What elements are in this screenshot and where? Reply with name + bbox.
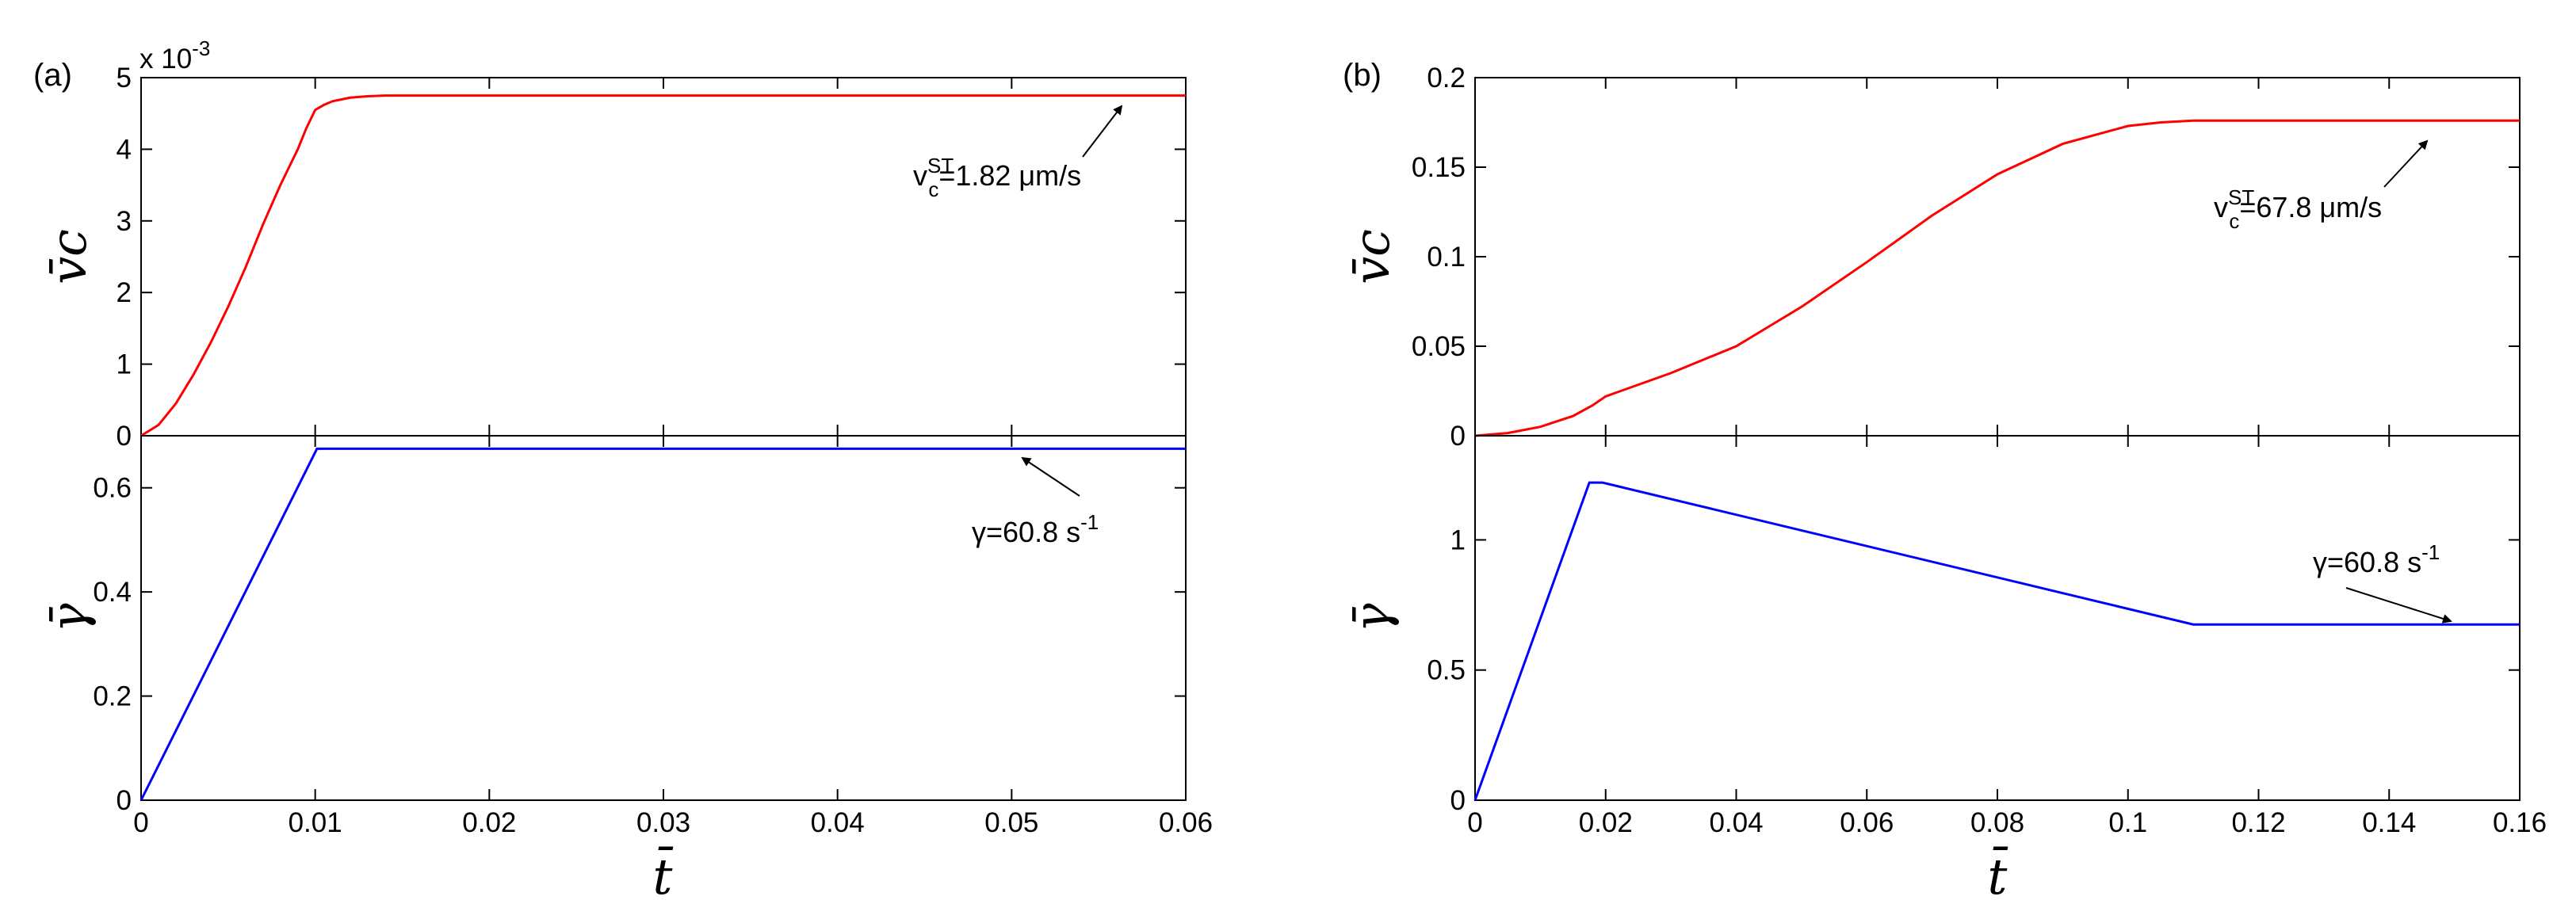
series-line-a-gamma [140,447,1186,801]
series-line-b-gamma [1473,481,2520,801]
x-tick-label: 0.03 [636,807,690,838]
annotation-b-top: vST c=67.8 μm/s [2214,185,2382,233]
y-tick-label: 4 [117,134,132,165]
panel-label-b: (b) [1343,58,1382,93]
annotation-arrow-a-top [1082,105,1123,158]
y-tick-label: 0.4 [93,577,132,608]
x-tick-label: 0.06 [1159,807,1213,838]
axes-b-bottom: 00.51 γ̄ γ=60.8 s-1 [1343,435,2521,816]
annotation-a-top: vST c=1.82 μm/s [913,154,1081,201]
x-axis-label-a: t̄ [653,846,674,906]
y-tick-label: 1 [117,349,132,380]
annotation-arrow-b-bottom [2345,587,2452,624]
x-tick-label: 0.02 [1579,807,1633,838]
x-tick-label: 0 [133,807,148,838]
y-axis-label-b-bottom: γ̄ [1343,603,1401,633]
y-tick-label: 0.6 [93,473,132,504]
y-axis-label-a-top: v̄c [40,229,97,284]
annotation-a-bottom: γ=60.8 s-1 [972,510,1099,548]
x-tick-label: 0.08 [1970,807,2024,838]
axes-b-top: 0 0.05 0.1 0.15 0.2 v̄c vST c=67.8 μm/s [1343,63,2521,452]
y-tick-label: 0.2 [1427,63,1466,93]
y-tick-label: 0.15 [1412,152,1466,183]
y-ticks-a-bottom: 0 0.2 0.4 0.6 [93,436,1187,816]
axes-frame-b-top [1474,77,2521,437]
x-tick-label: 0.04 [811,807,865,838]
y-tick-label: 0.1 [1427,242,1466,273]
x-ticks-b: 0 0.02 0.04 0.06 0.08 0.1 0.12 0.14 0.16 [1467,807,2547,838]
exponent-label-a: x 10-3 [140,36,210,74]
x-axis-label-b: t̄ [1988,846,2008,906]
y-tick-label: 3 [117,206,132,237]
y-tick-label: 1 [1450,524,1466,555]
y-ticks-b-top: 0 0.05 0.1 0.15 0.2 [1412,63,2521,452]
y-ticks-a-top: 0 1 2 3 4 5 [117,63,1187,452]
axes-frame-a-top [140,77,1187,437]
x-tick-label: 0.1 [2108,807,2147,838]
series-line-b-vc [1474,119,2520,437]
panel-label-a: (a) [33,58,72,93]
y-ticks-b-bottom: 00.51 [1427,436,2521,816]
x-tick-label: 0.05 [984,807,1038,838]
y-axis-label-a-bottom: γ̄ [40,603,97,633]
x-tick-label: 0.06 [1840,807,1894,838]
x-ticks-a: 0 0.01 0.02 0.03 0.04 0.05 0.06 [133,807,1213,838]
x-tick-label: 0.02 [462,807,516,838]
x-tick-label: 0.01 [289,807,342,838]
x-tick-label: 0.16 [2493,807,2547,838]
y-tick-label: 0 [117,421,132,452]
axes-a-top: 0 1 2 3 4 5 v̄c vST c=1.82 μm/s [40,63,1187,452]
y-tick-label: 0 [1450,785,1466,816]
x-tick-label: 0.04 [1709,807,1763,838]
axes-frame-a-bottom [140,435,1187,801]
y-tick-label: 5 [117,63,132,93]
axes-a-bottom: 0 0.2 0.4 0.6 γ̄ γ=60.8 s-1 [40,435,1187,816]
y-tick-label: 0 [1450,421,1466,452]
y-tick-label: 0.2 [93,681,132,712]
y-tick-label: 2 [117,277,132,308]
y-tick-label: 0.05 [1412,331,1466,362]
x-tick-label: 0 [1467,807,1482,838]
x-tick-label: 0.14 [2362,807,2416,838]
annotation-b-bottom: γ=60.8 s-1 [2313,540,2440,578]
annotation-arrow-a-bottom [1021,456,1080,497]
annotation-arrow-b-top [2383,139,2429,188]
y-axis-label-b-top: v̄c [1343,229,1401,284]
y-tick-label: 0 [117,785,132,816]
y-tick-label: 0.5 [1427,655,1466,686]
series-line-a-vc [140,94,1186,437]
x-tick-label: 0.12 [2231,807,2285,838]
panel-b: (b) 0 0.05 0.1 0.15 0.2 v̄c vST c=67.8 μm/s 0… [1343,58,2547,906]
panel-a: (a) x 10-3 0 1 2 3 4 5 v̄c vST c=1.82 μm/s 0 0.… [33,36,1213,906]
